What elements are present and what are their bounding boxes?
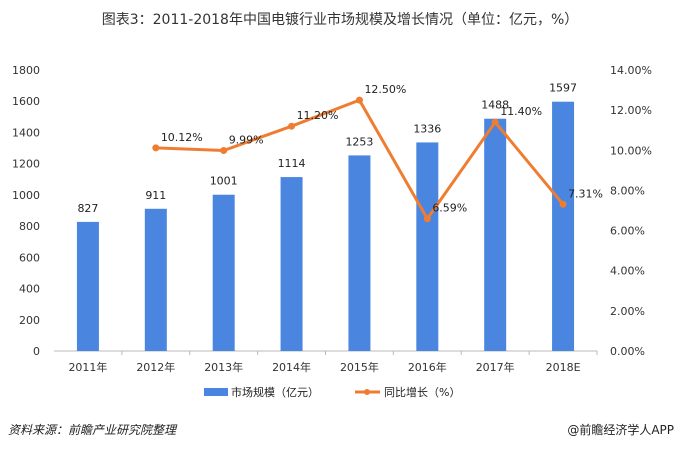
legend-bar-label: 市场规模（亿元） [231,385,319,399]
x-tick-label: 2016年 [408,360,447,374]
growth-label: 9.99% [229,133,264,146]
y-left-tick: 400 [19,283,40,296]
y-left-tick: 800 [19,220,40,233]
y-left-tick: 1800 [12,64,40,77]
y-left-tick: 200 [19,314,40,327]
growth-point [559,200,567,208]
y-right-tick: 12.00% [610,104,652,117]
y-right-tick: 8.00% [610,184,645,197]
bar [144,208,167,351]
legend-line-label: 同比增长（%） [384,385,460,399]
x-tick-label: 2015年 [340,360,379,374]
bar-label: 827 [77,202,98,215]
growth-label: 10.12% [161,131,203,144]
y-right-tick: 14.00% [610,64,652,77]
bar [280,177,303,351]
x-tick-label: 2017年 [476,360,515,374]
y-right-tick: 10.00% [610,144,652,157]
growth-point [220,146,228,154]
y-left-tick: 600 [19,251,40,264]
x-tick-label: 2018E [546,361,581,374]
bar-label: 1114 [278,157,306,170]
bar [484,118,507,351]
x-tick-label: 2013年 [204,360,243,374]
growth-label: 11.20% [297,109,339,122]
bar-label: 911 [145,189,166,202]
legend-line-marker [364,389,370,395]
growth-label: 7.31% [568,187,603,200]
y-right-tick: 2.00% [610,305,645,318]
legend: 市场规模（亿元） 同比增长（%） [204,385,460,399]
bar [212,194,235,351]
growth-point [288,122,296,130]
legend-bar-swatch [204,388,228,396]
bar [76,221,99,351]
bar-label: 1488 [481,99,509,112]
growth-point [423,215,431,223]
chart-title: 图表3：2011-2018年中国电镀行业市场规模及增长情况（单位：亿元，%） [102,11,579,28]
bar [348,155,371,351]
source-note: 资料来源：前瞻产业研究院整理 [8,423,178,437]
growth-point [152,144,160,152]
bar [416,142,439,351]
x-tick-label: 2011年 [68,360,107,374]
y-left-tick: 1000 [12,189,40,202]
y-left-tick: 1600 [12,95,40,108]
bar-label: 1336 [413,122,441,135]
growth-label: 11.40% [500,105,542,118]
growth-point [355,96,363,104]
growth-label: 6.59% [432,202,467,215]
y-left-tick: 1200 [12,158,40,171]
bar-label: 1597 [549,82,577,95]
y-right-tick: 0.00% [610,345,645,358]
bar-label: 1253 [345,135,373,148]
y-right-tick: 4.00% [610,265,645,278]
credit: @前瞻经济学人APP [567,422,674,437]
growth-point [491,118,499,126]
bar-label: 1001 [210,175,238,188]
growth-label: 12.50% [364,83,406,96]
x-tick-label: 2012年 [136,360,175,374]
y-left-tick: 0 [33,345,40,358]
x-tick-label: 2014年 [272,360,311,374]
bar [552,101,575,351]
y-left-tick: 1400 [12,126,40,139]
y-right-tick: 6.00% [610,225,645,238]
